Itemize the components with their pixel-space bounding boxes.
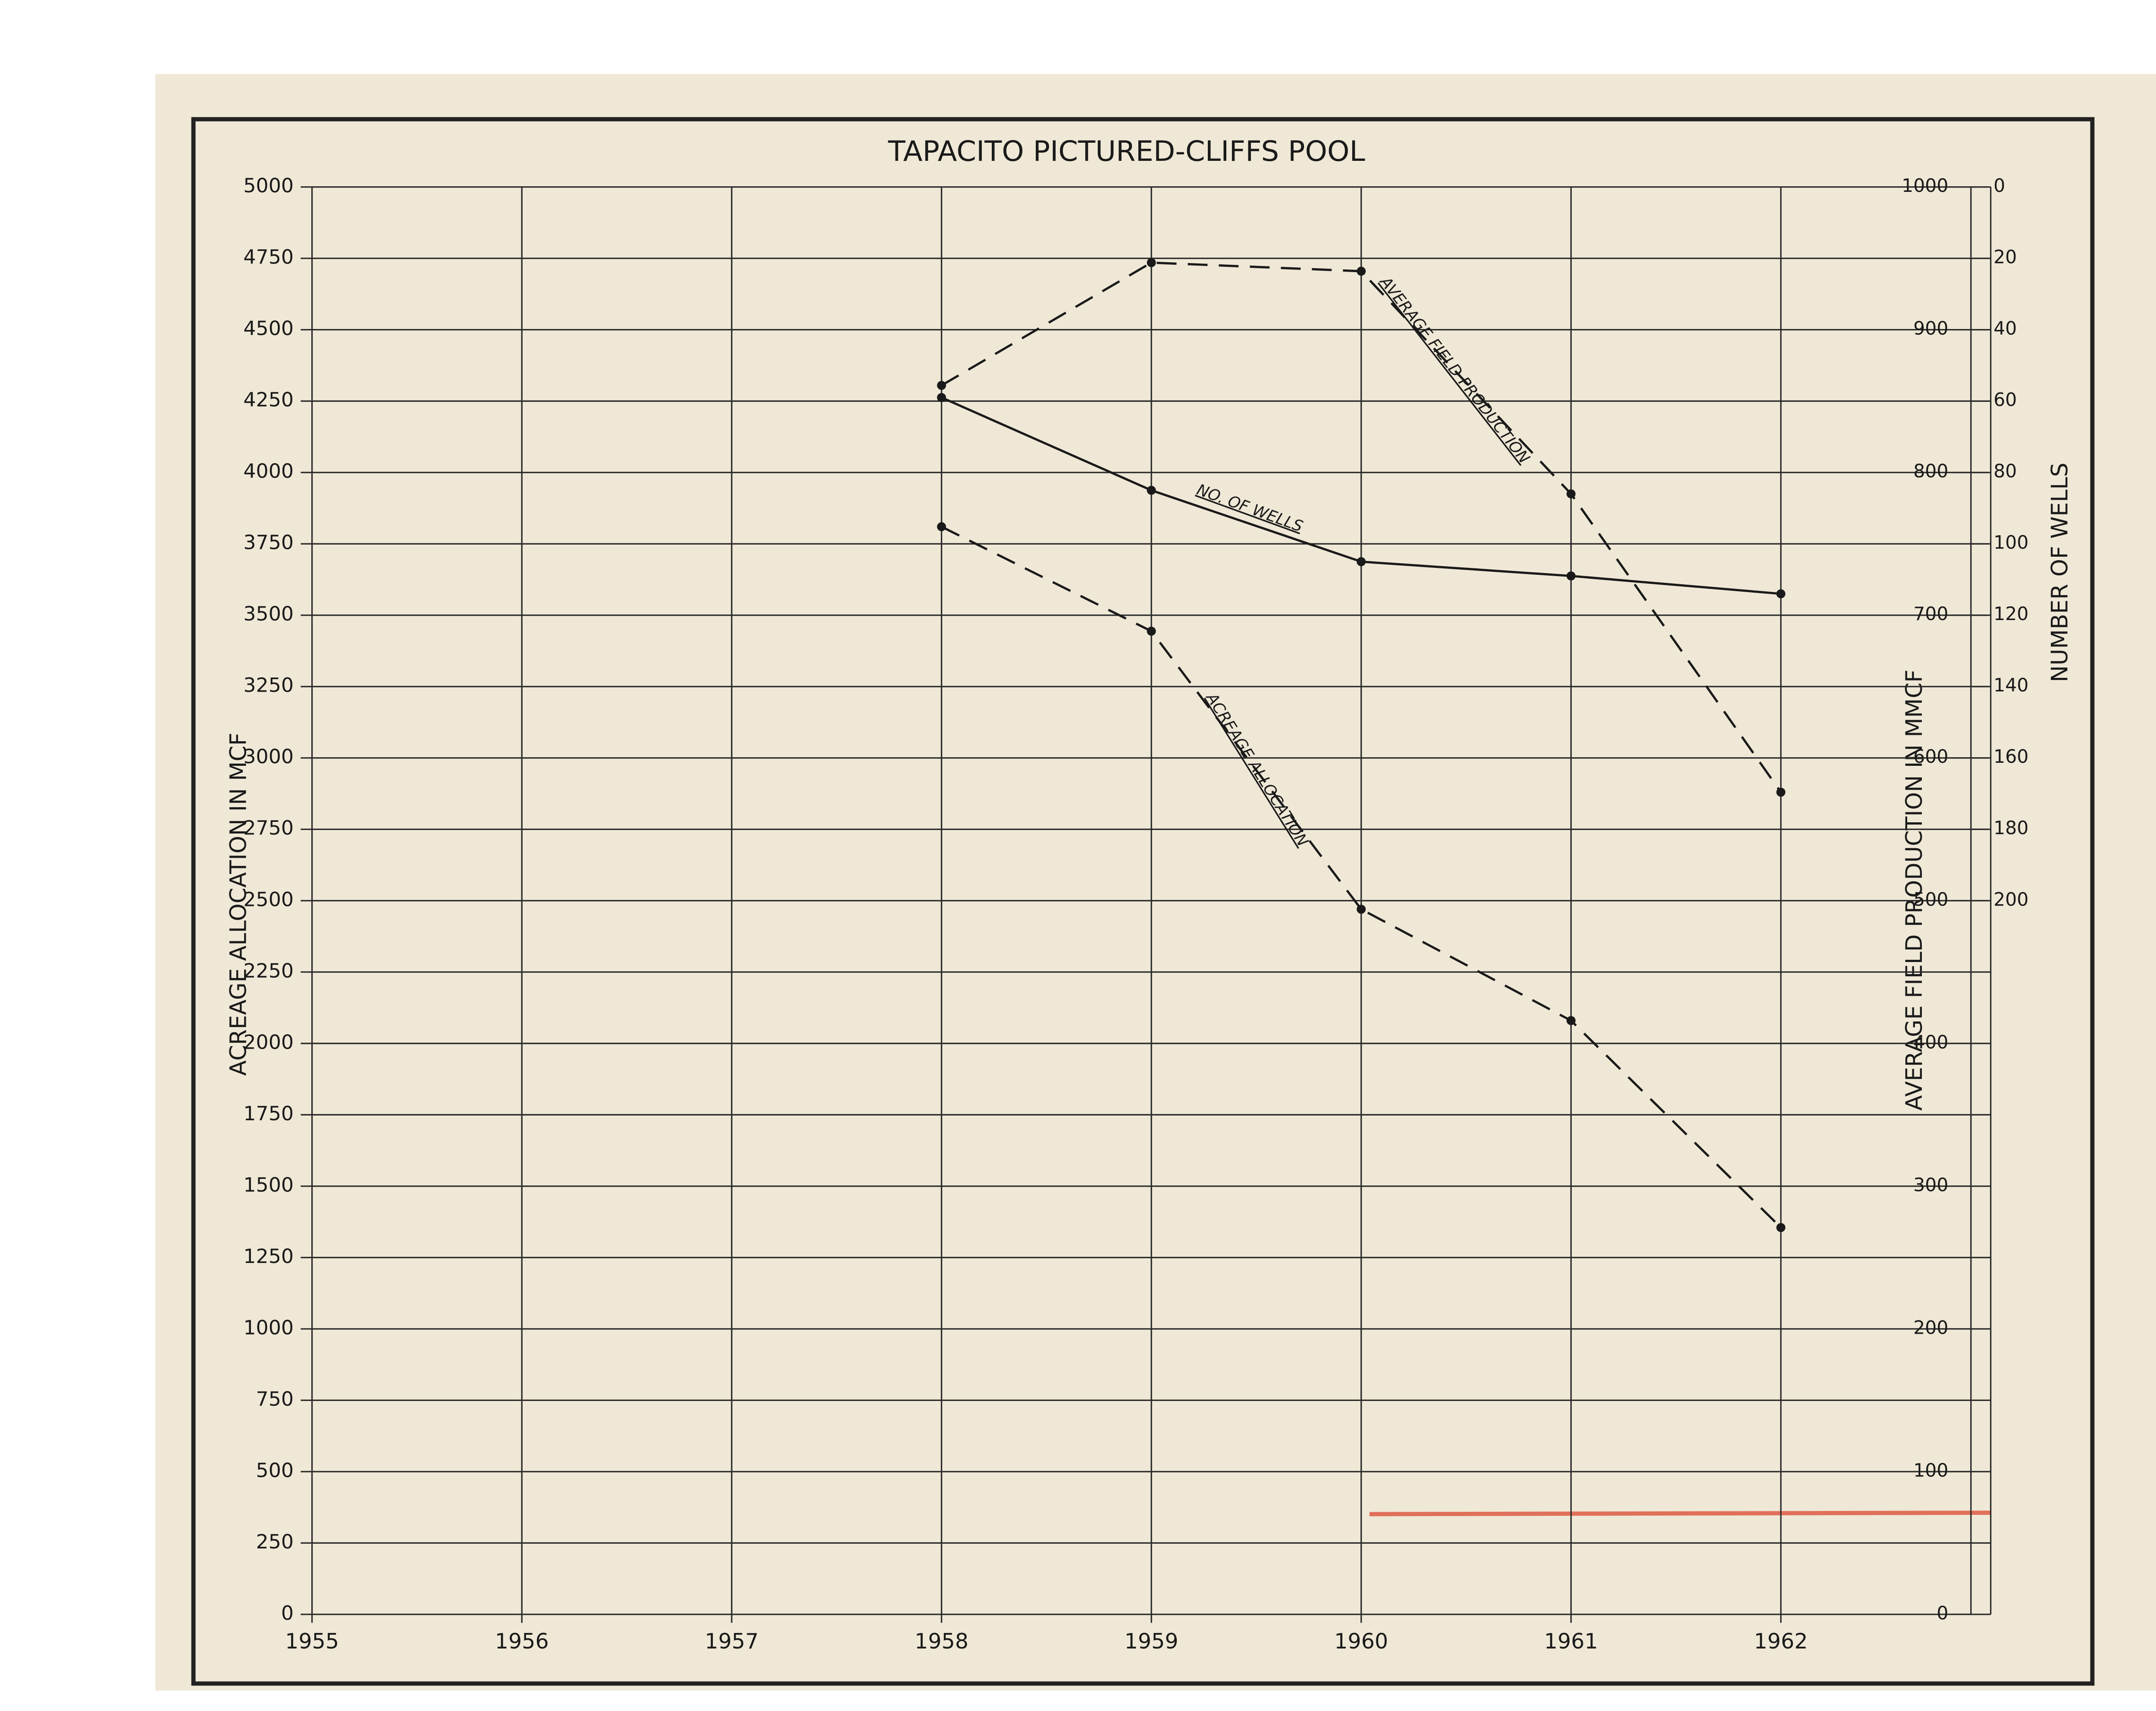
x-tick-label: 1957 (705, 1629, 758, 1654)
data-point (1566, 1016, 1576, 1025)
x-tick-label: 1956 (495, 1629, 549, 1654)
y3-axis-label: NUMBER OF WELLS (2046, 463, 2073, 682)
y-axis-label: ACREAGE ALLOCATION IN MCF (226, 733, 252, 1076)
y-tick-label: 1500 (243, 1173, 294, 1196)
paper (155, 74, 2156, 1691)
y-tick-label: 3750 (243, 531, 294, 554)
frame (191, 117, 2095, 1686)
y2-tick-label: 600 (1913, 746, 1948, 768)
y3-tick-label: 60 (1993, 389, 2017, 411)
y2-tick-label: 800 (1913, 461, 1948, 482)
y-tick-label: 4000 (243, 459, 294, 483)
data-point (1147, 258, 1156, 267)
data-point (1147, 627, 1156, 636)
y3-tick-label: 0 (1993, 175, 2005, 197)
data-point (1357, 266, 1366, 276)
x-tick-label: 1958 (915, 1629, 968, 1654)
series-line (941, 526, 1782, 1228)
y2-tick-label: 300 (1913, 1174, 1948, 1196)
data-point (1566, 489, 1576, 498)
x-tick-label: 1961 (1544, 1629, 1598, 1654)
y3-tick-label: 120 (1993, 603, 2028, 625)
y-tick-label: 1250 (243, 1244, 294, 1268)
y-tick-label: 5000 (243, 174, 294, 197)
y3-tick-label: 80 (1993, 461, 2017, 482)
data-point (1357, 557, 1366, 567)
y2-tick-label: 700 (1913, 603, 1948, 625)
y2-tick-label: 900 (1913, 318, 1948, 339)
x-tick-label: 1955 (285, 1629, 339, 1654)
y3-tick-label: 200 (1993, 889, 2028, 910)
data-point (937, 522, 946, 531)
y-tick-label: 3000 (243, 745, 294, 768)
y3-tick-label: 40 (1993, 318, 2017, 339)
y-tick-label: 4250 (243, 388, 294, 411)
y-tick-label: 1750 (243, 1102, 294, 1125)
y2-tick-label: 100 (1913, 1460, 1948, 1481)
data-point (1357, 905, 1366, 914)
data-point (1776, 787, 1786, 797)
y2-axis-label: AVERAGE FIELD PRODUCTION IN MMCF (1901, 670, 1927, 1111)
data-point (1147, 486, 1156, 495)
y-tick-label: 500 (256, 1458, 294, 1482)
data-point (1776, 589, 1786, 599)
y-tick-label: 4750 (243, 245, 294, 269)
y-tick-label: 2750 (243, 816, 294, 840)
y2-tick-label: 1000 (1902, 175, 1948, 197)
x-tick-label: 1960 (1334, 1629, 1388, 1654)
y3-tick-label: 160 (1993, 746, 2028, 768)
x-tick-label: 1959 (1125, 1629, 1178, 1654)
y3-tick-label: 140 (1993, 675, 2028, 696)
y3-tick-label: 20 (1993, 247, 2017, 268)
data-point (937, 393, 946, 402)
data-point (1566, 571, 1576, 581)
chart-title: TAPACITO PICTURED-CLIFFS POOL (888, 135, 1366, 168)
y-tick-label: 2250 (243, 959, 294, 982)
y2-tick-label: 0 (1937, 1602, 1948, 1624)
y-tick-label: 2000 (243, 1030, 294, 1053)
y-tick-label: 2500 (243, 887, 294, 911)
y2-tick-label: 500 (1913, 889, 1948, 910)
pen-mark (1369, 1510, 1991, 1517)
y-tick-label: 4500 (243, 317, 294, 340)
y3-tick-label: 180 (1993, 818, 2028, 839)
data-point (937, 381, 946, 390)
y2-tick-label: 400 (1913, 1031, 1948, 1053)
y-tick-label: 3250 (243, 674, 294, 697)
y-tick-label: 750 (256, 1387, 294, 1410)
x-tick-label: 1962 (1754, 1629, 1808, 1654)
y-tick-label: 3500 (243, 602, 294, 625)
y-tick-label: 250 (256, 1530, 294, 1553)
y2-tick-label: 200 (1913, 1317, 1948, 1338)
y3-tick-label: 100 (1993, 532, 2028, 554)
y-tick-label: 1000 (243, 1316, 294, 1339)
data-point (1776, 1223, 1786, 1232)
y-tick-label: 0 (281, 1601, 294, 1624)
